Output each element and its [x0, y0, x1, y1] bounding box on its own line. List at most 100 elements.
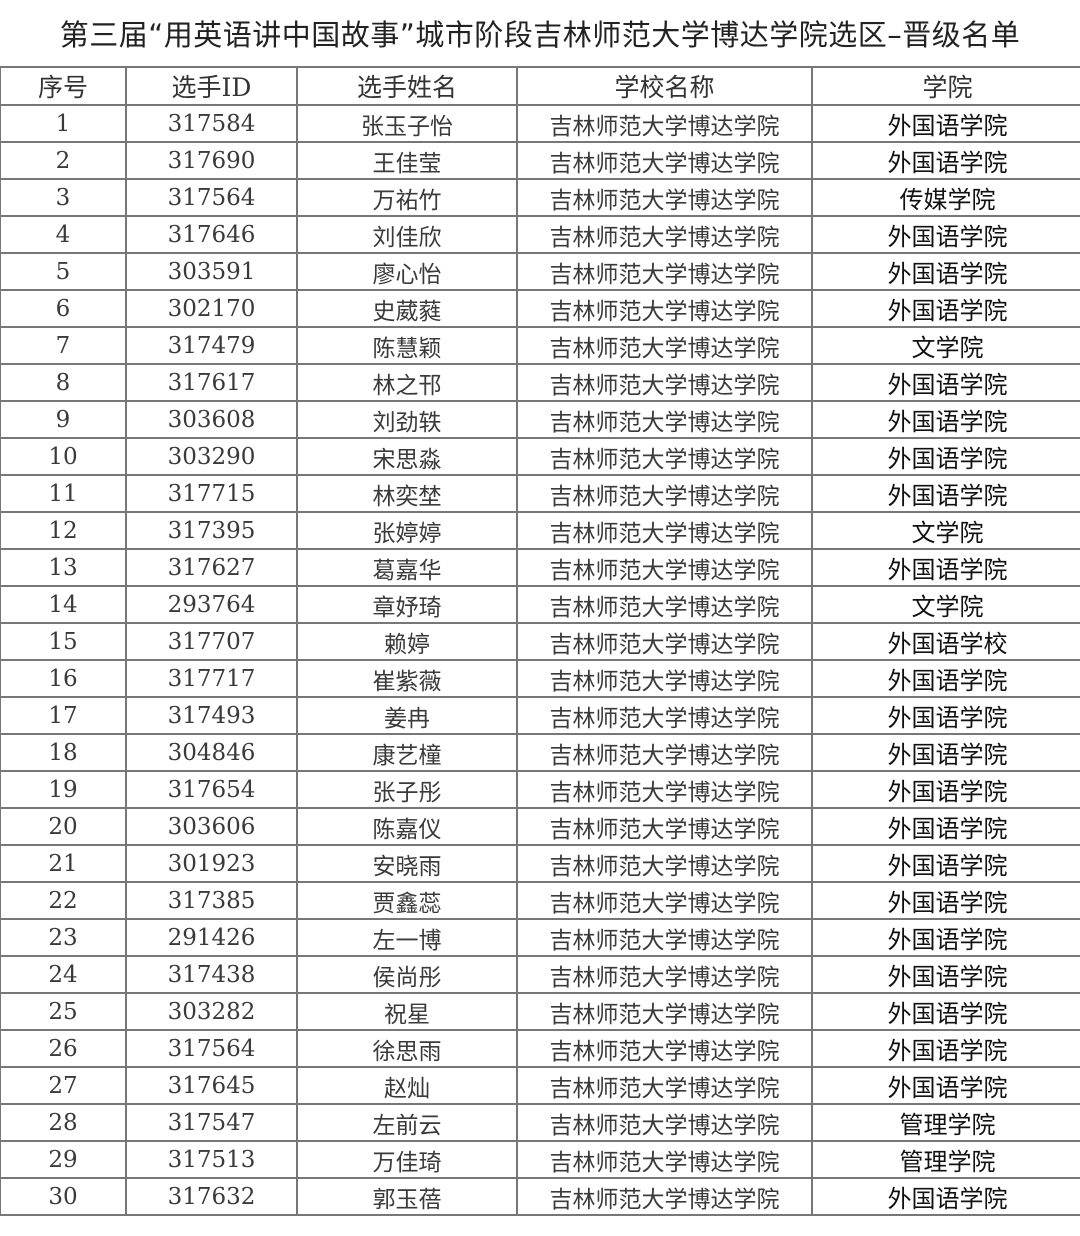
- cell-college: 外国语学院: [811, 252, 1080, 291]
- cell-college: 外国语学院: [811, 659, 1080, 698]
- table-row: 17 317493 姜冉 吉林师范大学博达学院 外国语学院: [0, 696, 1080, 735]
- qualifier-table: 序号 选手ID 选手姓名 学校名称 学院 1 317584 张玉子怡 吉林师范大学博达…: [0, 66, 1080, 1216]
- cell-school-name: 吉林师范大学博达学院: [516, 844, 813, 883]
- cell-index: 28: [0, 1103, 127, 1142]
- cell-school-name: 吉林师范大学博达学院: [516, 363, 813, 402]
- cell-contestant-name: 张子彤: [296, 770, 518, 809]
- table-row: 8 317617 林之邗 吉林师范大学博达学院 外国语学院: [0, 363, 1080, 402]
- cell-index: 5: [0, 252, 127, 291]
- cell-index: 10: [0, 437, 127, 476]
- cell-contestant-id: 317547: [125, 1103, 298, 1142]
- cell-index: 14: [0, 585, 127, 624]
- cell-school-name: 吉林师范大学博达学院: [516, 622, 813, 661]
- table-row: 27 317645 赵灿 吉林师范大学博达学院 外国语学院: [0, 1066, 1080, 1105]
- cell-school-name: 吉林师范大学博达学院: [516, 252, 813, 291]
- header-college: 学院: [811, 66, 1080, 106]
- cell-contestant-id: 317479: [125, 326, 298, 365]
- table-row: 19 317654 张子彤 吉林师范大学博达学院 外国语学院: [0, 770, 1080, 809]
- cell-college: 文学院: [811, 585, 1080, 624]
- cell-school-name: 吉林师范大学博达学院: [516, 215, 813, 254]
- cell-college: 外国语学院: [811, 289, 1080, 328]
- cell-index: 24: [0, 955, 127, 994]
- cell-contestant-id: 317707: [125, 622, 298, 661]
- table-row: 15 317707 赖婷 吉林师范大学博达学院 外国语学校: [0, 622, 1080, 661]
- table-row: 28 317547 左前云 吉林师范大学博达学院 管理学院: [0, 1103, 1080, 1142]
- cell-college: 文学院: [811, 511, 1080, 550]
- cell-contestant-id: 303282: [125, 992, 298, 1031]
- cell-contestant-id: 317493: [125, 696, 298, 735]
- cell-school-name: 吉林师范大学博达学院: [516, 104, 813, 143]
- table-row: 16 317717 崔紫薇 吉林师范大学博达学院 外国语学院: [0, 659, 1080, 698]
- cell-contestant-id: 317438: [125, 955, 298, 994]
- cell-index: 22: [0, 881, 127, 920]
- cell-contestant-name: 林之邗: [296, 363, 518, 402]
- cell-contestant-id: 317627: [125, 548, 298, 587]
- cell-contestant-id: 317564: [125, 1029, 298, 1068]
- table-row: 23 291426 左一博 吉林师范大学博达学院 外国语学院: [0, 918, 1080, 957]
- cell-index: 27: [0, 1066, 127, 1105]
- cell-school-name: 吉林师范大学博达学院: [516, 1103, 813, 1142]
- cell-contestant-id: 317715: [125, 474, 298, 513]
- header-contestant-name: 选手姓名: [296, 66, 518, 106]
- cell-contestant-name: 王佳莹: [296, 141, 518, 180]
- cell-contestant-name: 左前云: [296, 1103, 518, 1142]
- cell-contestant-id: 302170: [125, 289, 298, 328]
- table-row: 1 317584 张玉子怡 吉林师范大学博达学院 外国语学院: [0, 104, 1080, 143]
- cell-contestant-id: 317564: [125, 178, 298, 217]
- cell-index: 16: [0, 659, 127, 698]
- cell-college: 管理学院: [811, 1140, 1080, 1179]
- cell-index: 19: [0, 770, 127, 809]
- cell-contestant-name: 康艺橦: [296, 733, 518, 772]
- cell-contestant-name: 贾鑫蕊: [296, 881, 518, 920]
- cell-index: 12: [0, 511, 127, 550]
- table-row: 18 304846 康艺橦 吉林师范大学博达学院 外国语学院: [0, 733, 1080, 772]
- document-title: 第三届“用英语讲中国故事”城市阶段吉林师范大学博达学院选区–晋级名单: [59, 18, 1021, 52]
- table-row: 6 302170 史葳蕤 吉林师范大学博达学院 外国语学院: [0, 289, 1080, 328]
- cell-school-name: 吉林师范大学博达学院: [516, 548, 813, 587]
- header-index: 序号: [0, 66, 127, 106]
- table-row: 26 317564 徐思雨 吉林师范大学博达学院 外国语学院: [0, 1029, 1080, 1068]
- cell-contestant-name: 葛嘉华: [296, 548, 518, 587]
- cell-college: 外国语学院: [811, 992, 1080, 1031]
- cell-contestant-name: 宋思淼: [296, 437, 518, 476]
- cell-contestant-name: 姜冉: [296, 696, 518, 735]
- cell-contestant-name: 陈慧颖: [296, 326, 518, 365]
- cell-college: 外国语学院: [811, 1029, 1080, 1068]
- table-row: 13 317627 葛嘉华 吉林师范大学博达学院 外国语学院: [0, 548, 1080, 587]
- header-school-name: 学校名称: [516, 66, 813, 106]
- table-row: 12 317395 张婷婷 吉林师范大学博达学院 文学院: [0, 511, 1080, 550]
- cell-index: 9: [0, 400, 127, 439]
- cell-contestant-id: 303591: [125, 252, 298, 291]
- cell-index: 15: [0, 622, 127, 661]
- cell-index: 23: [0, 918, 127, 957]
- cell-college: 外国语学院: [811, 770, 1080, 809]
- cell-school-name: 吉林师范大学博达学院: [516, 326, 813, 365]
- table-body: 1 317584 张玉子怡 吉林师范大学博达学院 外国语学院 2 317690 王佳莹 吉林师范…: [0, 104, 1080, 1216]
- cell-index: 11: [0, 474, 127, 513]
- cell-school-name: 吉林师范大学博达学院: [516, 1140, 813, 1179]
- table-row: 11 317715 林奕埜 吉林师范大学博达学院 外国语学院: [0, 474, 1080, 513]
- cell-college: 文学院: [811, 326, 1080, 365]
- cell-index: 4: [0, 215, 127, 254]
- table-row: 2 317690 王佳莹 吉林师范大学博达学院 外国语学院: [0, 141, 1080, 180]
- cell-contestant-id: 317617: [125, 363, 298, 402]
- cell-contestant-id: 317645: [125, 1066, 298, 1105]
- header-contestant-id: 选手ID: [125, 66, 298, 106]
- cell-school-name: 吉林师范大学博达学院: [516, 1177, 813, 1216]
- cell-college: 外国语学院: [811, 955, 1080, 994]
- cell-contestant-id: 317385: [125, 881, 298, 920]
- cell-index: 21: [0, 844, 127, 883]
- table-row: 24 317438 侯尚彤 吉林师范大学博达学院 外国语学院: [0, 955, 1080, 994]
- cell-contestant-id: 317632: [125, 1177, 298, 1216]
- cell-school-name: 吉林师范大学博达学院: [516, 585, 813, 624]
- cell-contestant-name: 廖心怡: [296, 252, 518, 291]
- cell-contestant-name: 刘佳欣: [296, 215, 518, 254]
- cell-school-name: 吉林师范大学博达学院: [516, 511, 813, 550]
- table-row: 7 317479 陈慧颖 吉林师范大学博达学院 文学院: [0, 326, 1080, 365]
- cell-college: 外国语学院: [811, 733, 1080, 772]
- cell-contestant-id: 304846: [125, 733, 298, 772]
- cell-college: 外国语学校: [811, 622, 1080, 661]
- cell-contestant-name: 赵灿: [296, 1066, 518, 1105]
- cell-contestant-name: 崔紫薇: [296, 659, 518, 698]
- cell-contestant-id: 317584: [125, 104, 298, 143]
